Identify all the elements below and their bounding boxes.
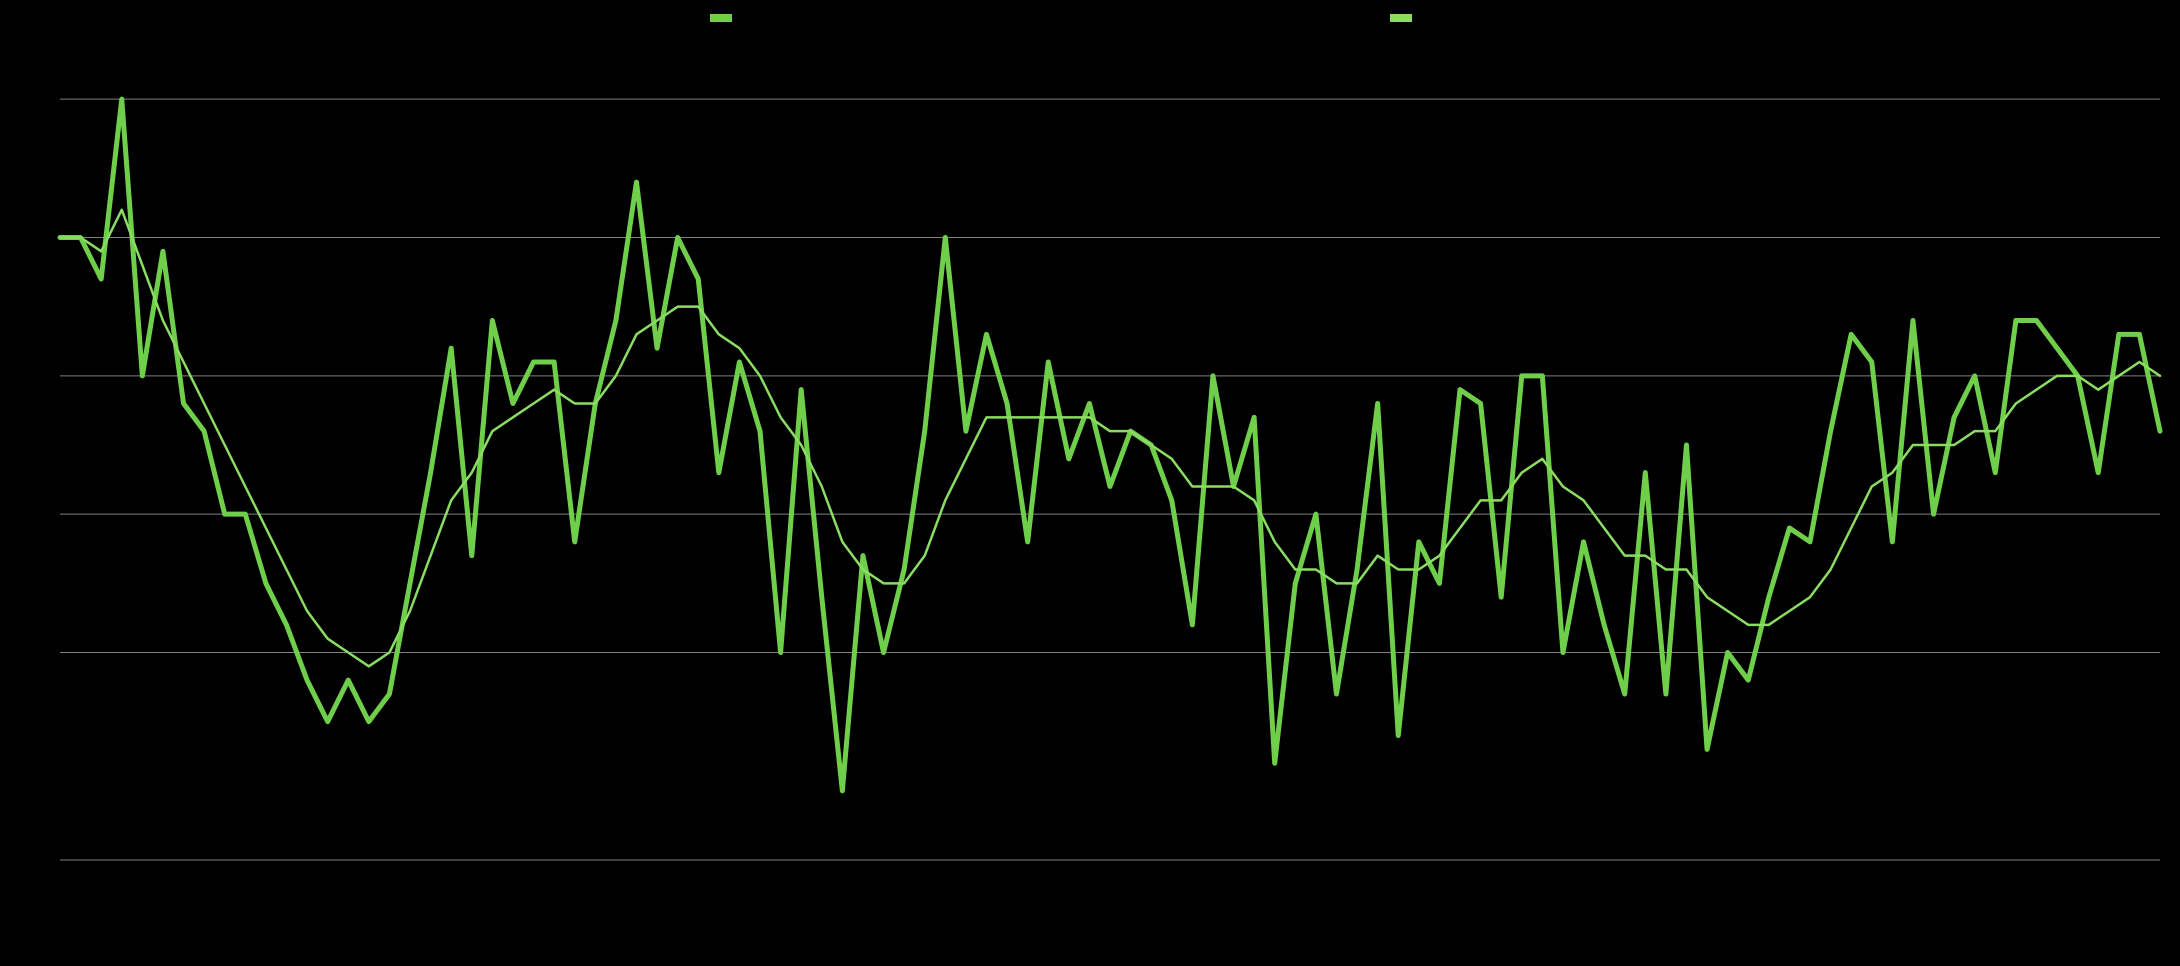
legend-swatch-1 bbox=[1390, 14, 1412, 22]
legend-swatch-0 bbox=[710, 14, 732, 22]
chart-background bbox=[0, 0, 2180, 966]
line-chart bbox=[0, 0, 2180, 966]
chart-container bbox=[0, 0, 2180, 966]
